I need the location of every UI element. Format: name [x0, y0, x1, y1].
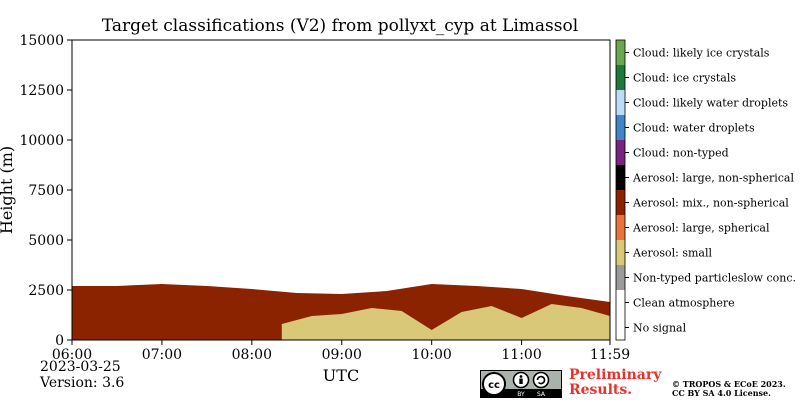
y-tick-label: 12500 [19, 83, 64, 99]
colorbar-segment [616, 115, 625, 140]
y-tick-label: 5000 [28, 233, 64, 249]
colorbar-segment [616, 215, 625, 240]
legend-label: Clean atmosphere [633, 297, 735, 310]
preliminary-line-1: Preliminary [569, 367, 662, 383]
x-tick-label: 10:00 [411, 347, 451, 363]
legend-label: Non-typed particleslow conc. [633, 272, 796, 285]
legend-label: Aerosol: large, spherical [632, 222, 770, 235]
cc-icon [482, 372, 506, 396]
colorbar-segment [616, 40, 625, 65]
copyright-notice: © TROPOS & ECoE 2023. CC BY SA 4.0 Licen… [672, 380, 786, 398]
colorbar-segment [616, 165, 625, 190]
x-tick-label: 11:00 [501, 347, 541, 363]
chart-title: Target classifications (V2) from pollyxt… [101, 16, 579, 36]
legend-label: Cloud: non-typed [633, 147, 729, 160]
x-axis-label: UTC [323, 366, 359, 385]
legend-label: Cloud: likely water droplets [633, 97, 788, 110]
x-tick-label: 09:00 [322, 347, 362, 363]
colorbar-segment [616, 190, 625, 215]
colorbar-segment [616, 140, 625, 165]
legend-label: Aerosol: large, non-spherical [632, 172, 794, 185]
axes: 0 2500 5000 7500 10000 12500 15000 06:00 07:00 08… [0, 33, 630, 385]
legend-label: Aerosol: small [632, 247, 712, 260]
legend-label: No signal [633, 322, 687, 335]
y-tick-label: 7500 [28, 183, 64, 199]
legend-label: Cloud: ice crystals [633, 72, 736, 85]
plot-area [72, 284, 610, 340]
x-tick-label: 06:00 [52, 347, 92, 363]
x-tick-label: 08:00 [232, 347, 272, 363]
copyright-line-1: © TROPOS & ECoE 2023. [672, 379, 786, 389]
colorbar-segment [616, 290, 625, 315]
badge-sa: SA [537, 391, 546, 398]
colorbar-segment [616, 265, 625, 290]
copyright-line-2: CC BY SA 4.0 License. [672, 388, 771, 398]
colorbar: Cloud: likely ice crystals Cloud: ice cry… [615, 39, 796, 341]
svg-text:cc: cc [488, 380, 500, 391]
legend-label: Aerosol: mix., non-spherical [632, 197, 789, 210]
colorbar-segment [616, 315, 625, 340]
y-tick-label: 2500 [28, 283, 64, 299]
x-tick-label: 07:00 [142, 347, 182, 363]
x-tick-label: 11:59 [590, 347, 630, 363]
date-label: 2023-03-25 [40, 359, 121, 375]
preliminary-line-2: Results. [569, 382, 633, 398]
colorbar-frame [615, 39, 626, 341]
share-alike-icon [532, 371, 550, 389]
preliminary-results: Preliminary Results. [569, 368, 661, 398]
cc-license-badge: cc BY SA [480, 370, 562, 398]
y-tick-label: 10000 [19, 133, 64, 149]
badge-by: BY [517, 391, 525, 398]
version-label: Version: 3.6 [40, 375, 125, 391]
colorbar-segment [616, 65, 625, 90]
y-axis-label: Height (m) [0, 146, 16, 234]
y-tick-label: 15000 [19, 33, 64, 49]
legend-label: Cloud: likely ice crystals [633, 47, 770, 60]
legend-label: Cloud: water droplets [633, 122, 755, 135]
class-layer-1 [281, 304, 610, 340]
y-tick-label: 0 [55, 333, 64, 349]
colorbar-segment [616, 240, 625, 265]
colorbar-segment [616, 90, 625, 115]
